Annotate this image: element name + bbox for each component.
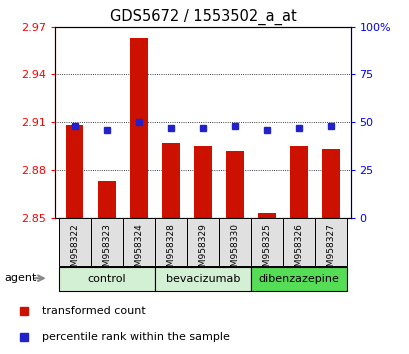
Text: control: control <box>87 274 126 284</box>
Bar <box>250 267 346 291</box>
Bar <box>162 143 179 218</box>
Bar <box>65 125 83 218</box>
Text: transformed count: transformed count <box>42 306 145 316</box>
Bar <box>98 181 115 218</box>
Bar <box>90 218 122 266</box>
Text: GDS5672 / 1553502_a_at: GDS5672 / 1553502_a_at <box>109 9 296 25</box>
Bar <box>122 218 155 266</box>
Bar <box>58 267 155 291</box>
Bar <box>218 218 250 266</box>
Bar <box>258 213 275 218</box>
Text: bevacizumab: bevacizumab <box>165 274 240 284</box>
Text: GSM958323: GSM958323 <box>102 223 111 278</box>
Text: GSM958329: GSM958329 <box>198 223 207 278</box>
Text: GSM958326: GSM958326 <box>294 223 303 278</box>
Text: dibenzazepine: dibenzazepine <box>258 274 339 284</box>
Bar <box>290 146 307 218</box>
Text: GSM958324: GSM958324 <box>134 223 143 278</box>
Text: GSM958328: GSM958328 <box>166 223 175 278</box>
Bar <box>130 38 147 218</box>
Bar <box>226 151 243 218</box>
Bar <box>155 267 250 291</box>
Bar <box>315 218 346 266</box>
Text: percentile rank within the sample: percentile rank within the sample <box>42 332 229 342</box>
Bar <box>283 218 315 266</box>
Text: agent: agent <box>4 273 37 283</box>
Bar <box>322 149 339 218</box>
Bar <box>250 218 283 266</box>
Text: GSM958322: GSM958322 <box>70 223 79 278</box>
Bar <box>193 146 211 218</box>
Bar <box>187 218 218 266</box>
Bar <box>58 218 90 266</box>
Text: GSM958330: GSM958330 <box>230 223 239 279</box>
Text: GSM958327: GSM958327 <box>326 223 335 278</box>
Bar <box>155 218 187 266</box>
Text: GSM958325: GSM958325 <box>262 223 271 278</box>
